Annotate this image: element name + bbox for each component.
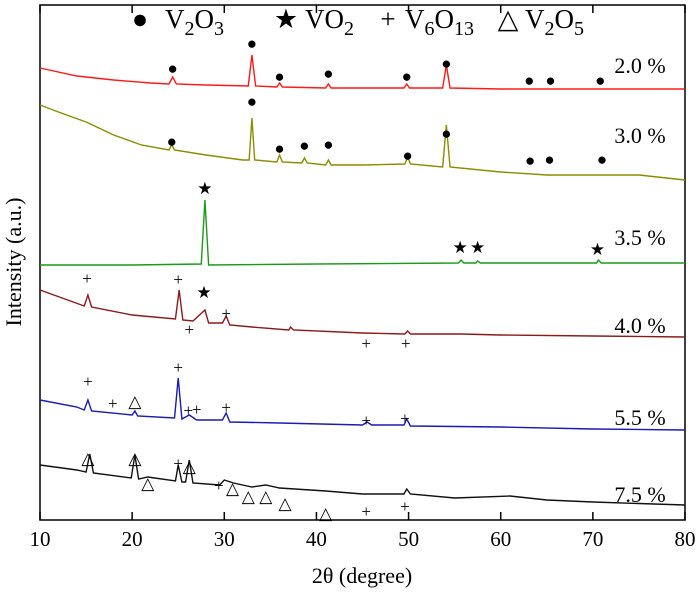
- legend-text: V: [525, 4, 545, 34]
- phase-marker: ●: [545, 71, 555, 90]
- phase-marker: +: [361, 334, 371, 353]
- phase-marker: △: [319, 504, 333, 523]
- x-axis-label: 2θ (degree): [312, 563, 412, 588]
- x-tick-label: 10: [30, 527, 51, 551]
- phase-marker: ●: [323, 64, 333, 83]
- phase-marker: +: [214, 476, 224, 495]
- phase-marker: +: [361, 411, 371, 430]
- y-axis-label: Intensity (a.u.): [1, 198, 26, 327]
- series-label: 4.0 %: [614, 313, 665, 338]
- phase-marker: △: [242, 487, 256, 506]
- phase-marker: ●: [247, 92, 257, 111]
- phase-marker: △: [141, 474, 155, 493]
- series-label: 2.0 %: [614, 53, 665, 78]
- legend-subscript: 2: [185, 18, 195, 40]
- phase-marker: ●: [167, 132, 177, 151]
- phase-marker: ●: [595, 71, 605, 90]
- series-label: 5.5 %: [614, 405, 665, 430]
- phase-marker: +: [82, 269, 92, 288]
- series-line: [39, 54, 685, 90]
- legend-subscript: 2: [344, 18, 354, 40]
- phase-marker: ●: [323, 135, 333, 154]
- phase-marker: ●: [441, 54, 451, 73]
- legend-label: VO2: [305, 4, 354, 39]
- phase-marker: ★: [197, 179, 212, 198]
- series-line: [39, 453, 686, 506]
- phase-marker: +: [83, 372, 93, 391]
- phase-marker: ●: [168, 59, 178, 78]
- legend-label: V2O5: [525, 4, 584, 39]
- phase-marker: △: [259, 487, 273, 506]
- phase-marker: +: [361, 502, 371, 521]
- phase-marker: ★: [453, 238, 468, 257]
- phase-marker: +: [184, 320, 194, 339]
- legend-label: V2O3: [165, 4, 224, 39]
- phase-marker: ●: [524, 71, 534, 90]
- phase-marker: ●: [403, 146, 413, 165]
- legend-text: O: [555, 4, 575, 34]
- x-tick-label: 80: [675, 527, 696, 551]
- series-line: [39, 377, 686, 431]
- phase-marker: +: [108, 394, 118, 413]
- phase-marker: △: [128, 392, 142, 411]
- phase-marker: ★: [470, 238, 485, 257]
- phase-marker: +: [192, 400, 202, 419]
- legend-symbol: ●: [132, 4, 148, 34]
- phase-marker: ●: [544, 150, 554, 169]
- phase-marker: +: [400, 409, 410, 428]
- phase-marker: ●: [274, 139, 284, 158]
- legend-symbol: △: [498, 4, 519, 34]
- phase-marker: +: [184, 401, 194, 420]
- series-label: 3.5 %: [614, 225, 665, 250]
- x-tick-label: 60: [490, 527, 511, 551]
- x-tick-label: 30: [214, 527, 235, 551]
- series-line: [39, 104, 686, 181]
- phase-marker: ●: [299, 136, 309, 155]
- legend-text: V: [405, 4, 425, 34]
- phase-marker: ★: [590, 240, 605, 259]
- legend-subscript: 2: [545, 18, 555, 40]
- phase-marker: △: [279, 494, 293, 513]
- phase-marker: ●: [525, 151, 535, 170]
- legend-subscript: 3: [214, 18, 224, 40]
- phase-marker: ●: [402, 67, 412, 86]
- phase-marker: +: [401, 334, 411, 353]
- legend-text: VO: [305, 4, 344, 34]
- phase-marker: +: [173, 454, 183, 473]
- series-line: [39, 289, 686, 338]
- legend-subscript: 6: [425, 18, 435, 40]
- legend-text: O: [435, 4, 455, 34]
- phase-marker: +: [400, 497, 410, 516]
- series-line: [40, 199, 685, 266]
- legend-symbol: ★: [274, 4, 298, 34]
- legend-subscript: 13: [454, 18, 474, 40]
- legend-text: V: [165, 4, 185, 34]
- phase-marker: ●: [441, 124, 451, 143]
- x-tick-label: 50: [398, 527, 419, 551]
- legend-text: O: [195, 4, 215, 34]
- phase-marker: ●: [247, 34, 257, 53]
- legend-subscript: 5: [574, 18, 584, 40]
- phase-marker: +: [173, 270, 183, 289]
- x-tick-label: 20: [122, 527, 143, 551]
- phase-marker: +: [221, 398, 231, 417]
- legend-symbol: +: [380, 4, 395, 34]
- x-tick-label: 40: [306, 527, 327, 551]
- phase-marker: +: [221, 304, 231, 323]
- series-label: 3.0 %: [614, 123, 665, 148]
- legend-label: V6O13: [405, 4, 474, 39]
- series-label: 7.5 %: [614, 482, 665, 507]
- x-tick-label: 70: [582, 527, 603, 551]
- phase-marker: ●: [274, 67, 284, 86]
- phase-marker: ★: [196, 283, 211, 302]
- phase-marker: △: [81, 449, 95, 468]
- phase-marker: ●: [597, 150, 607, 169]
- phase-marker: △: [226, 479, 240, 498]
- phase-marker: +: [173, 358, 183, 377]
- phase-marker: △: [183, 457, 197, 476]
- phase-marker: △: [128, 449, 142, 468]
